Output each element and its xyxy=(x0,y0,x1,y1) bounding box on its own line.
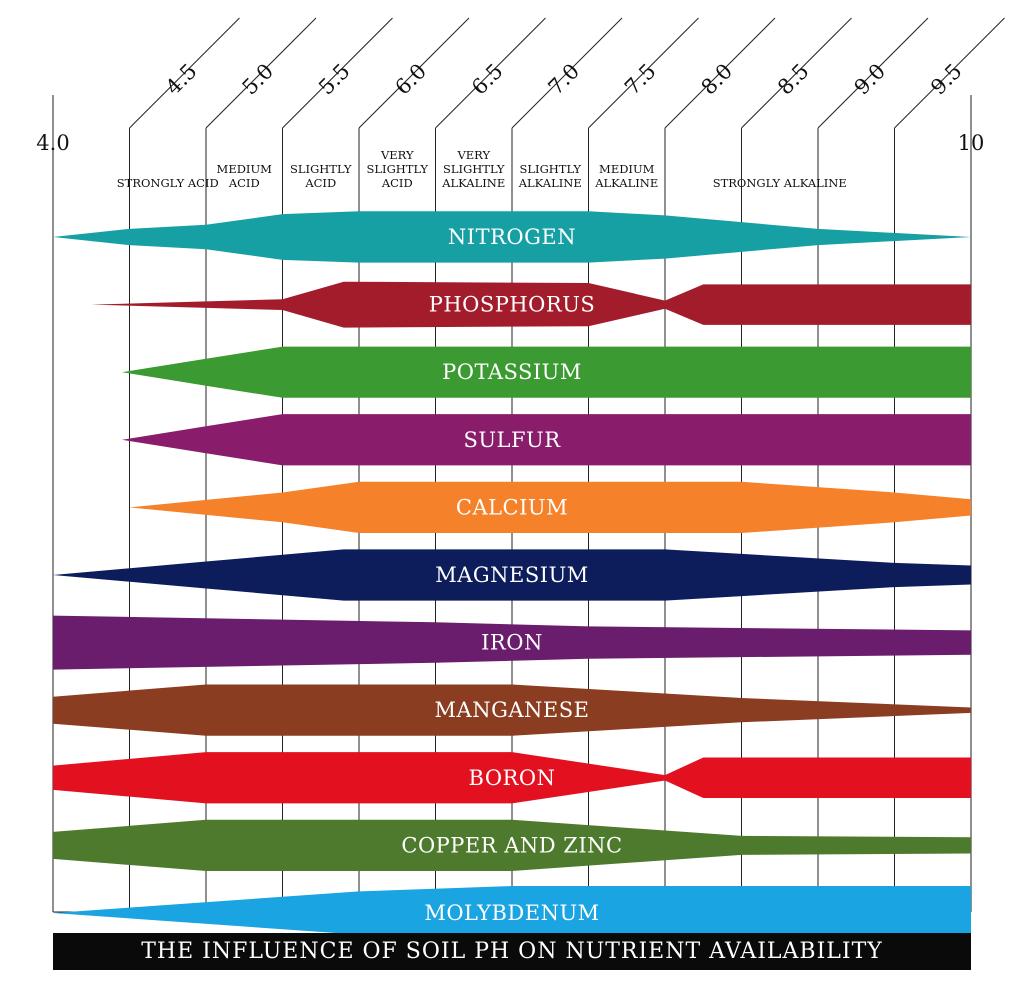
tick-leader xyxy=(741,17,852,129)
nutrient-band xyxy=(121,346,971,398)
tick-label: 4.5 xyxy=(161,59,202,100)
tick-label: 5.5 xyxy=(314,59,355,100)
zone-label: SLIGHTLY xyxy=(290,162,352,176)
axis-min-label: 4.0 xyxy=(36,131,69,155)
tick-leader xyxy=(435,17,546,129)
zone-label: ACID xyxy=(304,176,336,190)
tick-leader xyxy=(129,17,240,129)
ph-zones: STRONGLY ACIDMEDIUMACIDSLIGHTLYACIDVERYS… xyxy=(117,148,847,190)
ph-axis: 4.5 5.0 5.5 6.0 6.5 7.0 7.5 8.0 8.5 9.0 9.5 4.0 10 xyxy=(36,17,1005,155)
nutrient-label: MOLYBDENUM xyxy=(424,901,599,925)
nutrient-label: SULFUR xyxy=(463,428,561,452)
nutrient-label: MAGNESIUM xyxy=(435,563,589,587)
nutrient-label: MANGANESE xyxy=(435,698,590,722)
tick-label: 6.5 xyxy=(467,59,508,100)
tick-leader xyxy=(817,17,929,129)
zone-label: STRONGLY ACID xyxy=(117,176,219,190)
nutrient-band xyxy=(129,481,971,533)
nutrient-bands xyxy=(53,211,972,940)
zone-label: SLIGHTLY xyxy=(520,162,582,176)
nutrient-label: PHOSPHORUS xyxy=(429,293,596,317)
tick-label: 5.0 xyxy=(238,59,279,100)
tick-leader xyxy=(894,17,1005,129)
tick-leader xyxy=(358,17,470,129)
tick-label: 9.0 xyxy=(850,59,891,100)
band-labels: NITROGEN PHOSPHORUS POTASSIUM SULFUR CALCIUM… xyxy=(401,225,622,925)
nutrient-label: COPPER AND ZINC xyxy=(401,833,622,857)
nutrient-label: NITROGEN xyxy=(448,225,576,249)
tick-leader xyxy=(282,17,393,129)
zone-label: MEDIUM xyxy=(217,162,273,176)
nutrient-band xyxy=(53,819,971,871)
chart-title: THE INFLUENCE OF SOIL PH ON NUTRIENT AVA… xyxy=(53,933,971,970)
nutrient-band xyxy=(53,752,971,804)
nutrient-label: POTASSIUM xyxy=(442,360,582,384)
zone-label: STRONGLY ALKALINE xyxy=(713,176,847,190)
nutrient-band xyxy=(53,615,971,670)
nutrient-band xyxy=(121,414,971,466)
tick-label: 7.0 xyxy=(544,59,585,100)
zone-label: SLIGHTLY xyxy=(443,162,505,176)
nutrient-band xyxy=(53,549,971,601)
tick-label: 8.0 xyxy=(697,59,738,100)
tick-label: 6.0 xyxy=(391,59,432,100)
zone-label: ACID xyxy=(228,176,260,190)
zone-label: SLIGHTLY xyxy=(367,162,429,176)
axis-max-label: 10 xyxy=(958,131,985,155)
nutrient-band xyxy=(53,886,971,940)
nutrient-band xyxy=(53,684,971,736)
zone-label: VERY xyxy=(380,148,414,162)
zone-label: ALKALINE xyxy=(518,176,582,190)
tick-leader xyxy=(588,17,699,129)
nutrient-label: BORON xyxy=(469,766,556,790)
zone-label: ACID xyxy=(381,176,413,190)
zone-label: ALKALINE xyxy=(594,176,658,190)
nutrient-band xyxy=(91,281,972,328)
tick-label: 9.5 xyxy=(926,59,967,100)
zone-label: ALKALINE xyxy=(441,176,505,190)
nutrient-band xyxy=(53,211,971,263)
zone-label: MEDIUM xyxy=(599,162,655,176)
nutrient-label: CALCIUM xyxy=(456,495,568,519)
tick-label: 8.5 xyxy=(773,59,814,100)
tick-leader xyxy=(205,17,317,129)
tick-label: 7.5 xyxy=(620,59,661,100)
nutrient-label: IRON xyxy=(481,631,543,655)
zone-label: VERY xyxy=(456,148,490,162)
tick-leader xyxy=(664,17,776,129)
tick-leader xyxy=(511,17,623,129)
